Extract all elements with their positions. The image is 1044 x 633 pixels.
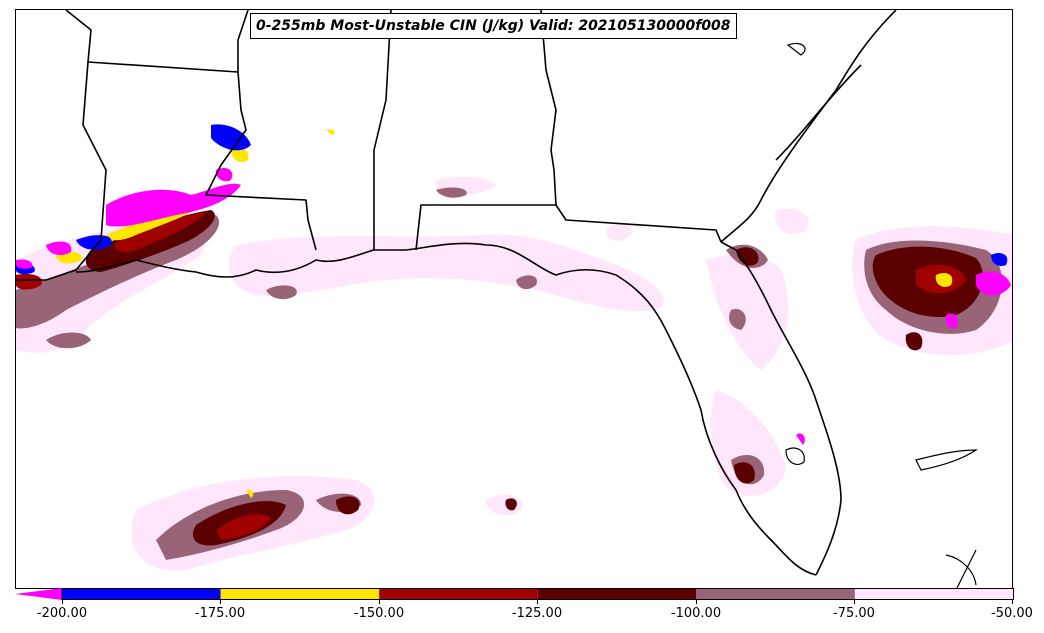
- colorbar-label: -100.00: [670, 606, 722, 621]
- colorbar-tick: [537, 600, 538, 604]
- colorbar-tick: [854, 600, 855, 604]
- colorbar-label: -175.00: [194, 606, 246, 621]
- colorbar-tick: [379, 600, 380, 604]
- colorbar-outline: [61, 588, 1014, 600]
- colorbar-bin: [696, 588, 855, 600]
- islands: [785, 42, 978, 588]
- colorbar-label: -50.00: [991, 606, 1033, 621]
- cin-map: [16, 10, 1012, 588]
- colorbar-bin: [379, 588, 538, 600]
- colorbar-label: -200.00: [36, 606, 88, 621]
- colorbar-tick: [696, 600, 697, 604]
- colorbar-under-triangle: [15, 588, 62, 600]
- map-title: 0-255mb Most-Unstable CIN (J/kg) Valid: …: [250, 13, 737, 39]
- colorbar-label: -75.00: [833, 606, 875, 621]
- state-boundaries: [16, 10, 897, 576]
- colorbar-bin: [62, 588, 221, 600]
- colorbar-tick: [1012, 600, 1013, 604]
- colorbar-label: -125.00: [511, 606, 563, 621]
- colorbar: [15, 588, 1014, 600]
- colorbar-tick: [62, 600, 63, 604]
- colorbar-label: -150.00: [353, 606, 405, 621]
- colorbar-bin: [220, 588, 380, 600]
- map-panel: [15, 9, 1013, 589]
- colorbar-bins: [62, 588, 1014, 600]
- colorbar-bin: [537, 588, 697, 600]
- colorbar-bin: [854, 588, 1014, 600]
- colorbar-tick: [220, 600, 221, 604]
- cin-yellow-shading: [56, 129, 953, 498]
